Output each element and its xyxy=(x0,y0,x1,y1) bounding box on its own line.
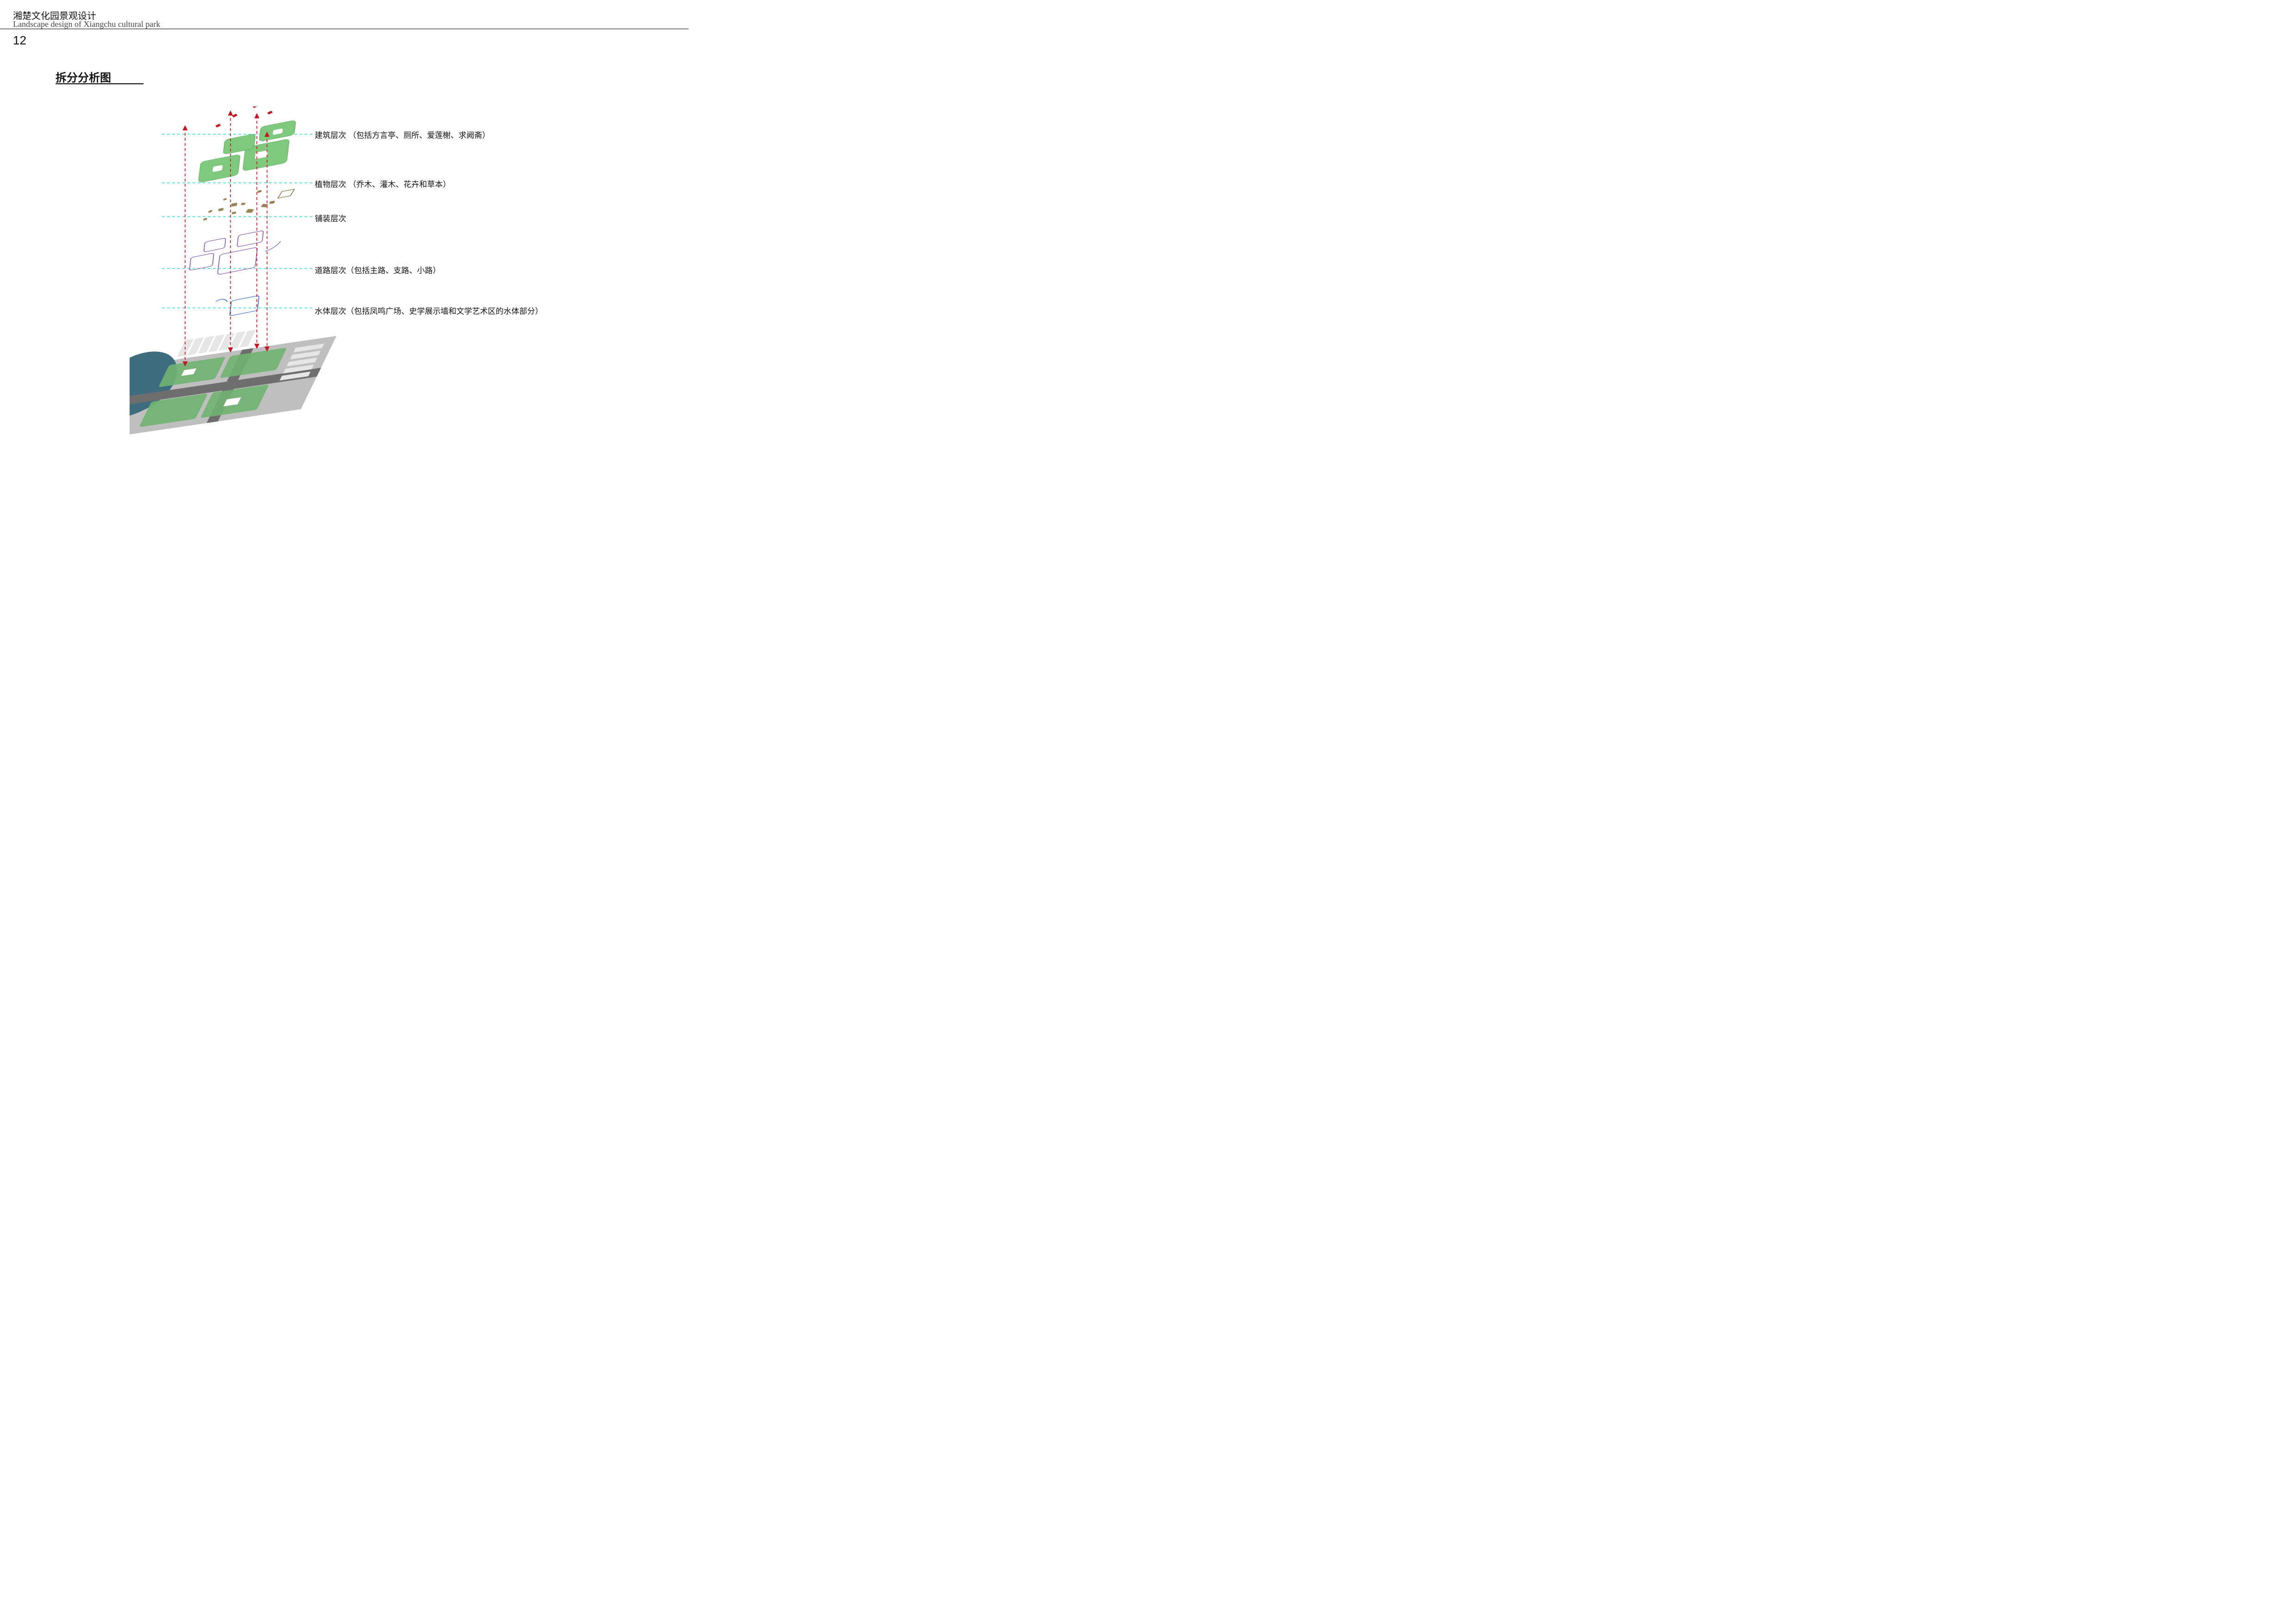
section-title: 拆分分析图 xyxy=(56,69,111,85)
title-en: Landscape design of Xiangchu cultural pa… xyxy=(13,19,160,29)
label-water: 水体层次（包括凤鸣广场、史学展示墙和文学艺术区的水体部分） xyxy=(315,305,543,316)
label-road: 道路层次（包括主路、支路、小路） xyxy=(315,264,441,275)
page: 湘楚文化园景观设计 Landscape design of Xiangchu c… xyxy=(0,0,689,487)
label-paving: 铺装层次 xyxy=(315,212,346,224)
exploded-diagram: 建筑层次 （包括方言亭、厕所、爱莲榭、求阙斋） 植物层次 （乔木、灌木、花卉和草… xyxy=(130,106,546,440)
page-number: 12 xyxy=(13,33,26,48)
label-building: 建筑层次 （包括方言亭、厕所、爱莲榭、求阙斋） xyxy=(315,129,490,140)
section-rule xyxy=(56,83,143,84)
label-plant: 植物层次 （乔木、灌木、花卉和草本） xyxy=(315,178,451,189)
